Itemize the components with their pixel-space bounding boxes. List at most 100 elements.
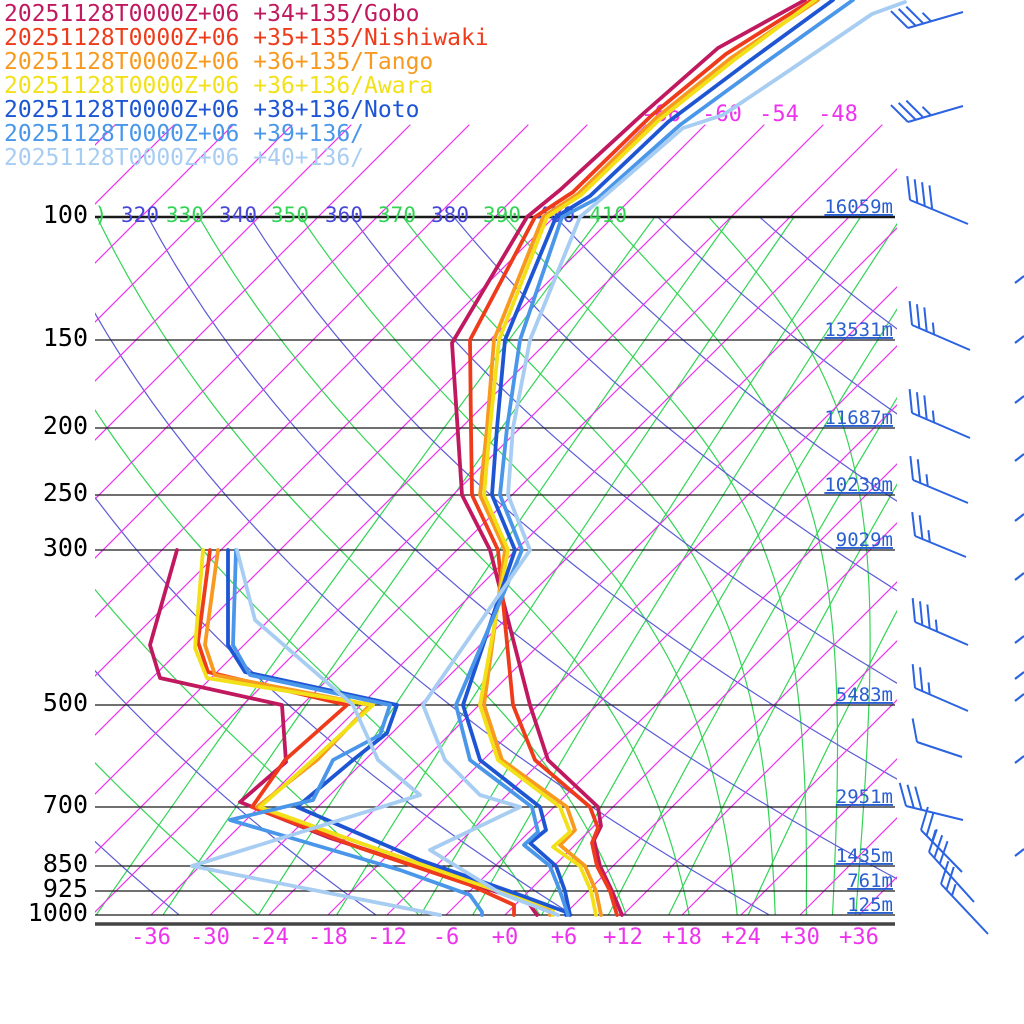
legend-entry-2: 20251128T0000Z+06 +36+135/Tango xyxy=(4,49,434,75)
pressure-label-200: 200 xyxy=(43,411,88,440)
temperature-tick-label: +30 xyxy=(780,925,820,950)
mixing-ratio-line xyxy=(607,396,897,916)
moist-adiabat xyxy=(300,216,738,916)
isotherm xyxy=(622,640,897,916)
dry-adiabat xyxy=(555,216,897,502)
wind-barb xyxy=(908,389,971,439)
temperature-tick-label: +6 xyxy=(551,925,578,950)
isotherm xyxy=(563,581,897,916)
height-label-200: 11687m xyxy=(824,407,893,429)
pressure-label-1000: 1000 xyxy=(28,898,88,927)
sounding-legend: 20251128T0000Z+06 +34+135/Gobo 20251128T0… xyxy=(4,2,489,170)
clipped-edge-barb-tick xyxy=(1014,275,1024,284)
height-label-150: 13531m xyxy=(824,319,893,341)
dry-adiabat xyxy=(453,216,897,592)
isotherm xyxy=(740,758,897,916)
isentrope-label-clipped: ) xyxy=(95,203,108,227)
wind-barb xyxy=(928,828,975,903)
wind-barb xyxy=(940,860,989,935)
isotherm xyxy=(95,124,883,913)
wind-barb xyxy=(909,456,969,504)
isotherm xyxy=(504,522,897,916)
wind-barb xyxy=(898,782,964,821)
trace-temperature-Awara xyxy=(478,0,817,917)
height-label-100: 16059m xyxy=(824,196,893,218)
temperature-tick-label: -12 xyxy=(367,925,407,950)
clipped-edge-barb-tick xyxy=(1014,572,1024,581)
clipped-edge-barb-tick xyxy=(1014,513,1024,522)
isotherm xyxy=(95,124,706,736)
moist-adiabat xyxy=(198,216,690,916)
isotherm xyxy=(445,463,897,916)
clipped-edge-barb-tick xyxy=(1014,693,1024,702)
temperature-tick-label: -36 xyxy=(131,925,171,950)
mixing-ratio-line xyxy=(95,216,602,916)
legend-entry-0: 20251128T0000Z+06 +34+135/Gobo xyxy=(4,1,420,27)
upper-isotherm-label: -48 xyxy=(818,102,858,127)
mixing-ratio-line xyxy=(668,483,897,916)
moist-adiabat xyxy=(606,216,839,916)
isentrope-label-380: 380 xyxy=(431,203,469,227)
pressure-label-250: 250 xyxy=(43,478,88,507)
temperature-tick-label: -24 xyxy=(249,925,289,950)
isotherm xyxy=(95,124,529,559)
pressure-label-850: 850 xyxy=(43,849,88,878)
mixing-ratio-line xyxy=(472,222,897,916)
trace-temperature-Gobo xyxy=(450,0,807,917)
dry-adiabat xyxy=(95,840,180,916)
isotherm xyxy=(681,699,897,916)
pressure-label-925: 925 xyxy=(43,874,88,903)
trace-dewpoint-+40+136 xyxy=(190,548,442,917)
isotherm xyxy=(95,124,588,618)
dry-adiabat xyxy=(351,216,897,684)
isentrope-label-370: 370 xyxy=(378,203,416,227)
temperature-tick-label: +0 xyxy=(492,925,519,950)
temperature-tick-label: +36 xyxy=(839,925,879,950)
clipped-edge-barb-tick xyxy=(1014,848,1024,857)
isotherm xyxy=(95,124,352,382)
trace-temperature-+39+136 xyxy=(454,0,855,917)
dry-adiabat xyxy=(249,216,897,780)
height-label-925: 761m xyxy=(847,870,893,892)
pressure-label-700: 700 xyxy=(43,790,88,819)
legend-entry-5: 20251128T0000Z+06 +39+136/ xyxy=(4,121,365,147)
trace-temperature-Tango xyxy=(478,0,820,917)
height-label-250: 10230m xyxy=(824,474,893,496)
isentrope-label-390: 390 xyxy=(483,203,521,227)
clipped-edge-barb-tick xyxy=(1014,335,1024,344)
wind-barb xyxy=(890,5,964,29)
isotherm xyxy=(268,286,897,916)
mixing-ratio-line xyxy=(747,609,897,916)
isentrope-label-360: 360 xyxy=(325,203,363,227)
trace-dewpoint-Noto xyxy=(226,548,568,917)
mixing-ratio-line xyxy=(541,308,897,916)
isotherm xyxy=(150,168,897,916)
trace-dewpoint-+39+136 xyxy=(228,548,484,917)
clipped-edge-barb-tick xyxy=(1014,671,1024,680)
isotherm xyxy=(95,124,293,323)
wind-barb xyxy=(906,176,969,225)
height-label-300: 9029m xyxy=(836,529,893,551)
temperature-tick-label: -30 xyxy=(190,925,230,950)
temperature-tick-label: -18 xyxy=(308,925,348,950)
moist-adiabat xyxy=(95,588,420,916)
wind-barb xyxy=(890,99,964,123)
isentrope-label-340: 340 xyxy=(219,203,257,227)
temperature-traces xyxy=(421,0,907,917)
wind-barb xyxy=(908,301,971,351)
isotherm xyxy=(95,124,234,264)
pressure-label-150: 150 xyxy=(43,323,88,352)
isotherm xyxy=(95,124,470,500)
wind-barb xyxy=(911,598,969,646)
clipped-edge-barb-tick xyxy=(1014,453,1024,462)
height-label-500: 5483m xyxy=(836,684,893,706)
isotherm xyxy=(386,404,897,916)
trace-temperature-Nishiwaki xyxy=(468,0,814,917)
legend-entry-6: 20251128T0000Z+06 +40+136/ xyxy=(4,145,365,171)
wind-barb xyxy=(911,718,963,758)
moist-adiabat xyxy=(708,216,871,916)
isentrope-label-350: 350 xyxy=(271,203,309,227)
isentrope-label-320: 320 xyxy=(121,203,159,227)
